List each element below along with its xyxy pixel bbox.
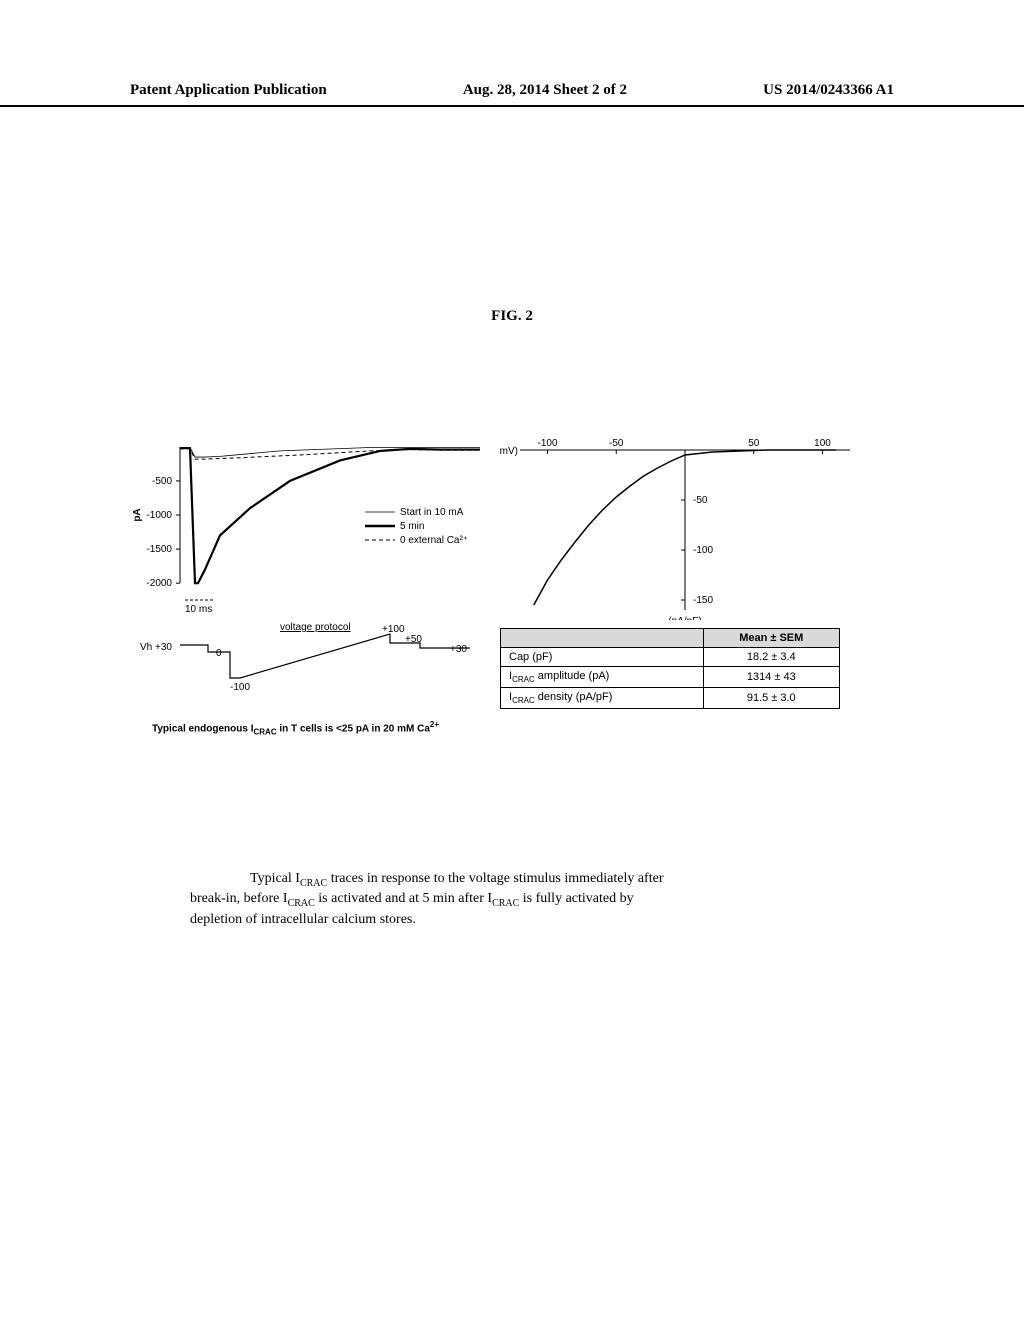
table-cell-label: Cap (pF) <box>501 648 704 667</box>
table-row: ICRAC density (pA/pF) 91.5 ± 3.0 <box>501 688 840 709</box>
endogenous-caption: Typical endogenous ICRAC in T cells is <… <box>152 720 439 736</box>
body-caption: Typical ICRAC traces in response to the … <box>190 870 854 929</box>
bc-l2-sub2: CRAC <box>492 898 519 909</box>
vp-neg100-label: -100 <box>230 682 250 693</box>
voltage-protocol-path <box>180 634 470 678</box>
table-cell-value: 18.2 ± 3.4 <box>703 648 839 667</box>
vp-plus30-label: +30 <box>450 644 467 655</box>
figure-label: FIG. 2 <box>491 308 533 325</box>
bc-l1-pre: Typical I <box>250 871 300 886</box>
table-row: ICRAC amplitude (pA) 1314 ± 43 <box>501 667 840 688</box>
svg-text:5 min: 5 min <box>400 521 424 532</box>
header-center: Aug. 28, 2014 Sheet 2 of 2 <box>463 82 627 99</box>
svg-text:-500: -500 <box>152 476 172 487</box>
page-header: Patent Application Publication Aug. 28, … <box>0 82 1024 107</box>
header-left: Patent Application Publication <box>130 82 327 99</box>
body-line1: Typical ICRAC traces in response to the … <box>250 871 663 886</box>
right-panel: -100 -50 50 100 -50 -100 -150 (mV) (pA/pF) Mean … <box>500 430 870 709</box>
table-header-mean: Mean ± SEM <box>703 629 839 648</box>
svg-text:-100: -100 <box>537 438 557 449</box>
table-cell-value: 91.5 ± 3.0 <box>703 688 839 709</box>
caption-sub: CRAC <box>254 727 277 736</box>
caption-prefix: Typical endogenous I <box>152 723 254 734</box>
iv-chart: -100 -50 50 100 -50 -100 -150 (mV) (pA/pF) <box>500 430 870 620</box>
table-cell-value: 1314 ± 43 <box>703 667 839 688</box>
table-cell-label: ICRAC density (pA/pF) <box>501 688 704 709</box>
table-header-row: Mean ± SEM <box>501 629 840 648</box>
svg-text:-50: -50 <box>609 438 624 449</box>
svg-text:pA: pA <box>132 508 143 521</box>
svg-text:-1000: -1000 <box>146 510 172 521</box>
trace-chart: -500 -1000 -1500 -2000 pA 10 ms Start in 10 mA… <box>130 430 490 620</box>
body-line3: depletion of intracellular calcium store… <box>190 912 416 927</box>
body-line2: break-in, before ICRAC is activated and … <box>190 891 634 906</box>
vp-plus100-label: +100 <box>382 624 405 635</box>
bc-l2-end: is fully activated by <box>519 891 633 906</box>
svg-text:-150: -150 <box>693 595 713 606</box>
table-header-empty <box>501 629 704 648</box>
vp-vh-label: Vh +30 <box>140 642 172 653</box>
voltage-protocol-diagram: voltage protocol Vh +30 0 -100 +100 +50 … <box>130 620 490 700</box>
svg-text:(pA/pF): (pA/pF) <box>668 616 701 620</box>
svg-text:50: 50 <box>748 438 760 449</box>
caption-mid: in T cells is <25 pA in 20 mM Ca <box>277 723 430 734</box>
svg-text:-100: -100 <box>693 545 713 556</box>
bc-l2-sub1: CRAC <box>288 898 315 909</box>
svg-text:Start in 10 mA: Start in 10 mA <box>400 507 464 518</box>
svg-text:-1500: -1500 <box>146 544 172 555</box>
table-row: Cap (pF) 18.2 ± 3.4 <box>501 648 840 667</box>
figure-area: -500-1000-1500-2000pA10 msStart in 10 mA… <box>130 430 894 760</box>
table-cell-label: ICRAC amplitude (pA) <box>501 667 704 688</box>
svg-text:-50: -50 <box>693 495 708 506</box>
vp-zero-label: 0 <box>216 648 222 659</box>
svg-text:0 external Ca²⁺: 0 external Ca²⁺ <box>400 535 468 546</box>
bc-l2-pre: break-in, before I <box>190 891 288 906</box>
header-right: US 2014/0243366 A1 <box>763 82 894 99</box>
left-panel: -500-1000-1500-2000pA10 msStart in 10 mA… <box>130 430 490 700</box>
svg-text:100: 100 <box>814 438 831 449</box>
svg-text:-2000: -2000 <box>146 578 172 589</box>
stats-table: Mean ± SEM Cap (pF) 18.2 ± 3.4 ICRAC amp… <box>500 628 840 709</box>
svg-text:10 ms: 10 ms <box>185 604 212 615</box>
bc-l1-sub: CRAC <box>300 878 327 889</box>
bc-l1-mid: traces in response to the voltage stimul… <box>327 871 663 886</box>
caption-sup: 2+ <box>430 720 439 729</box>
bc-l2-mid: is activated and at 5 min after I <box>315 891 492 906</box>
svg-text:(mV): (mV) <box>500 446 518 457</box>
voltage-protocol-title: voltage protocol <box>280 622 351 633</box>
